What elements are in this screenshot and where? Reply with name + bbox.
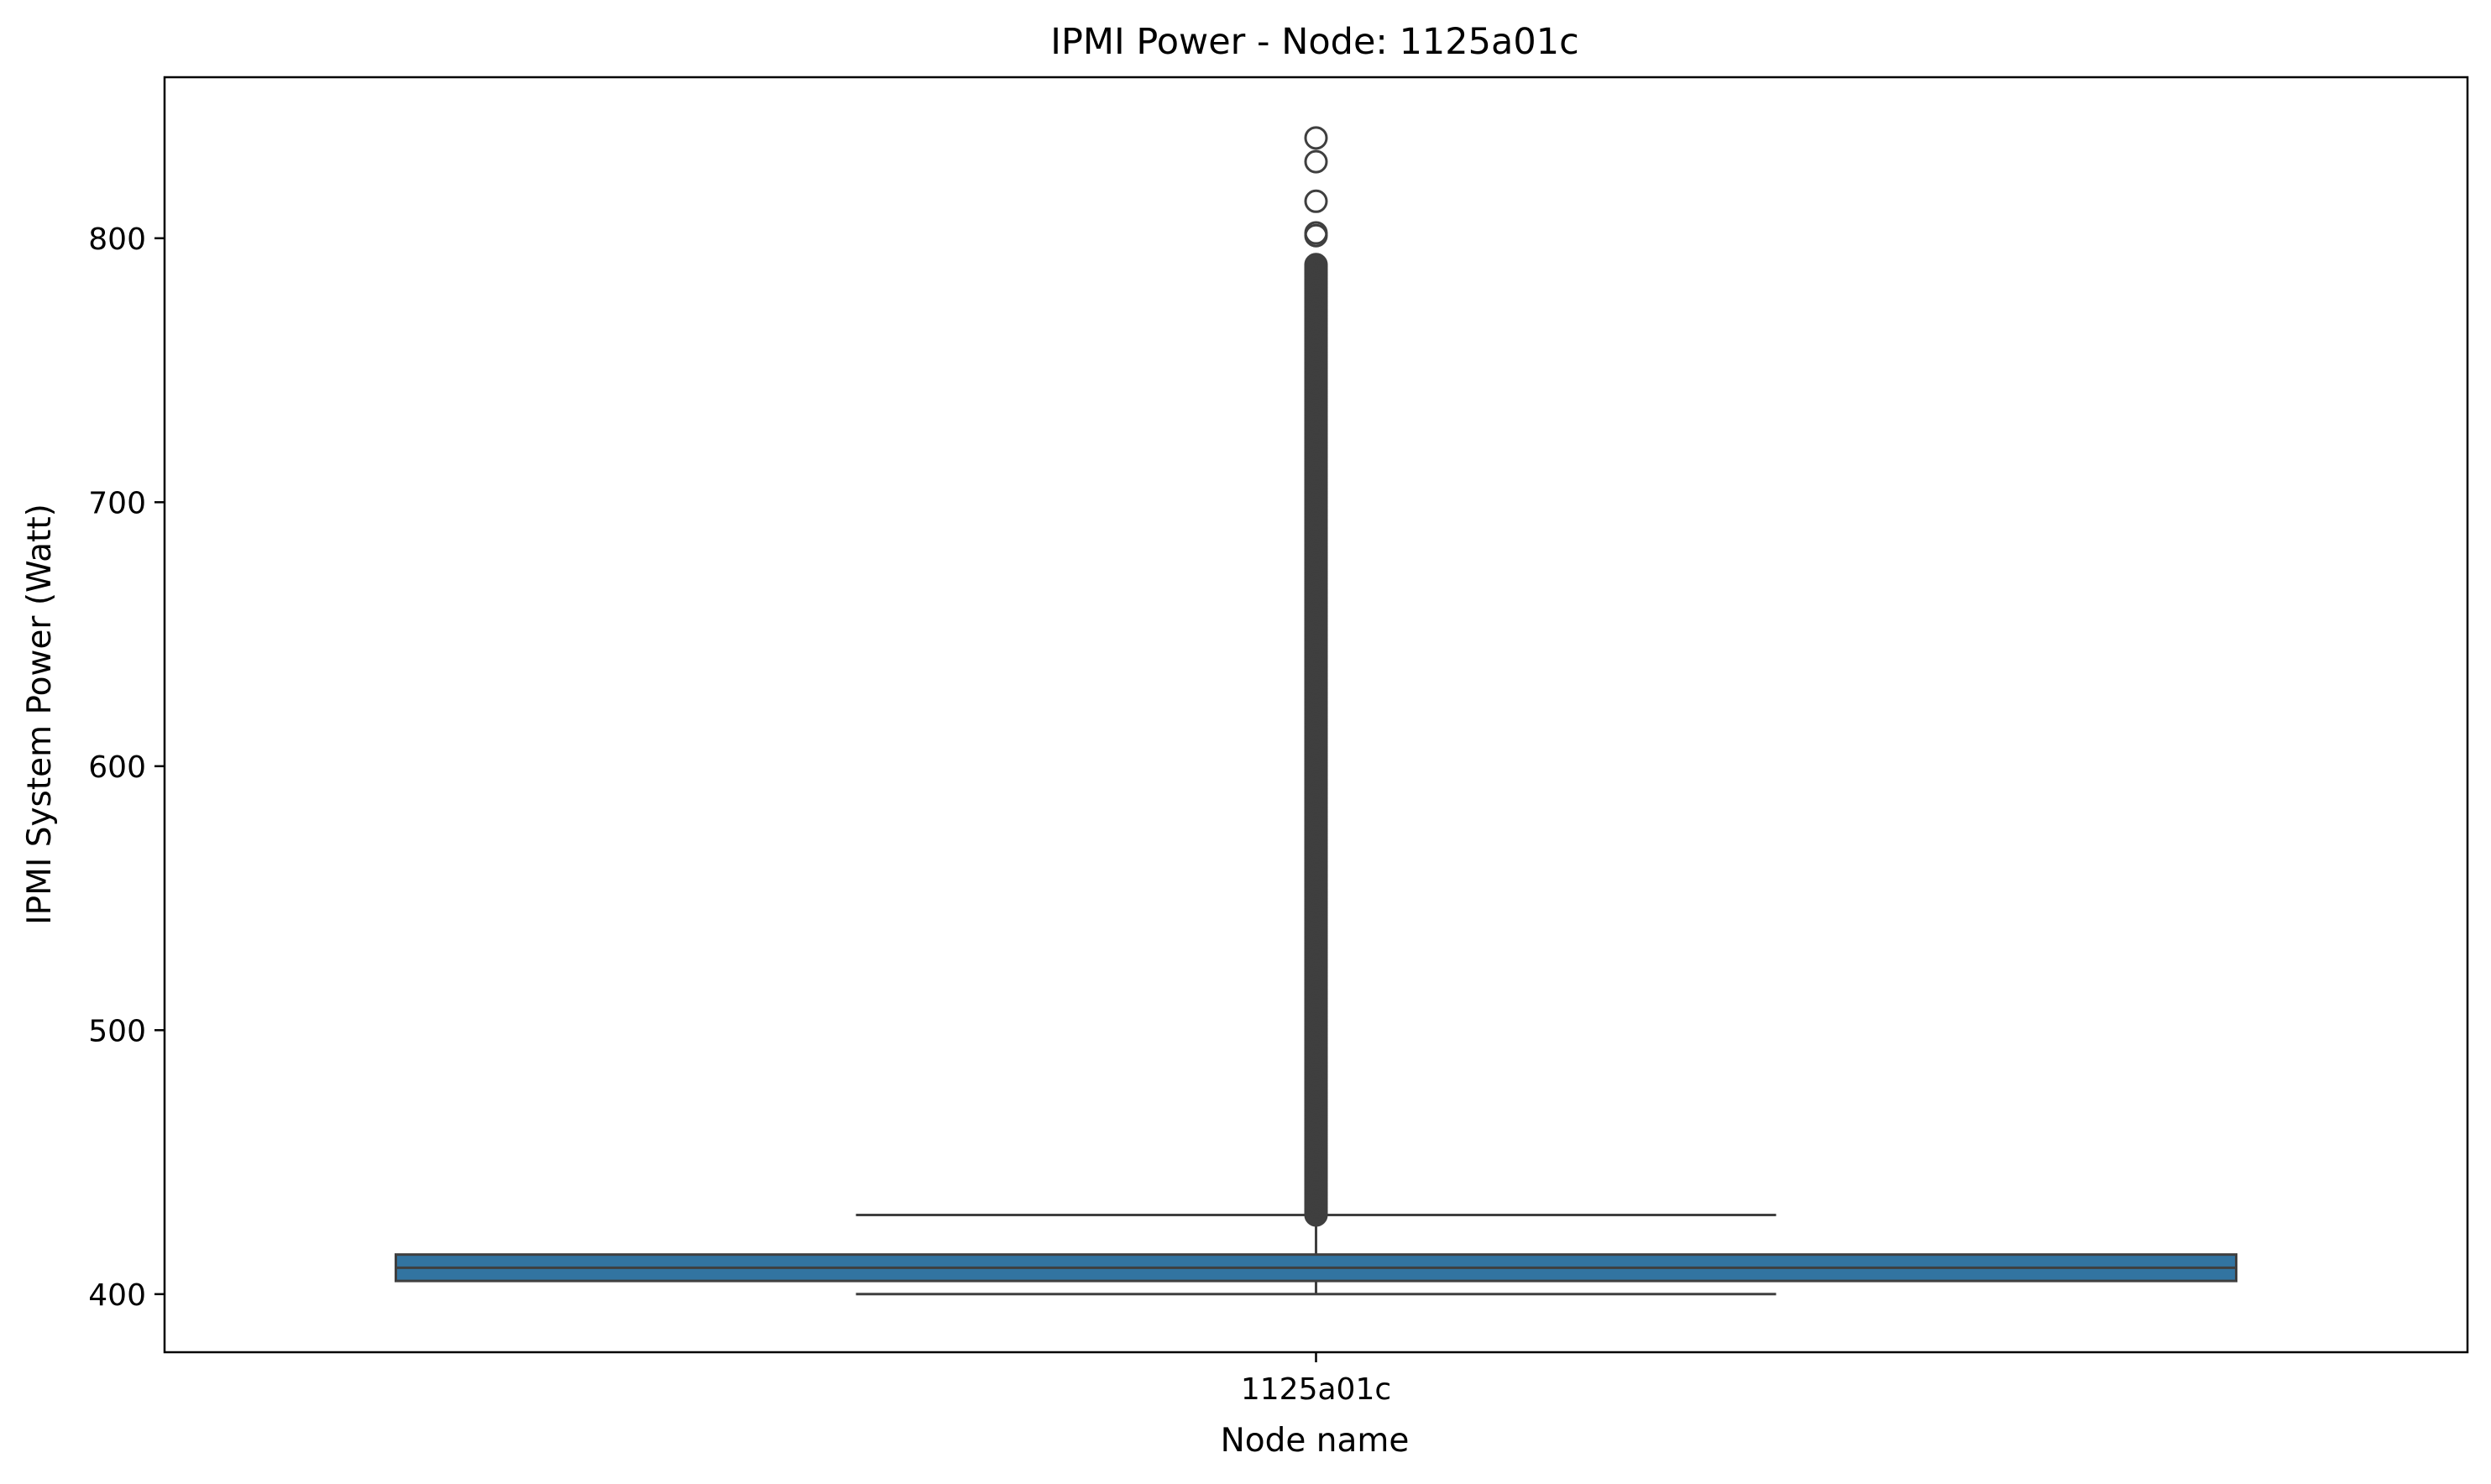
boxplot xyxy=(395,1213,2237,1296)
outlier-point xyxy=(1304,221,1328,245)
outlier-point xyxy=(1304,149,1328,174)
y-tick-label: 700 xyxy=(88,486,146,520)
outlier-point xyxy=(1304,253,1328,277)
y-tick-label: 800 xyxy=(88,222,146,257)
y-tick-label: 600 xyxy=(88,750,146,785)
x-tick-label: 1125a01c xyxy=(1241,1372,1391,1407)
x-axis: 1125a01c xyxy=(1241,1352,1391,1407)
chart-title: IPMI Power - Node: 1125a01c xyxy=(1050,21,1578,63)
outlier-points xyxy=(1304,126,1328,1227)
y-tick-label: 400 xyxy=(88,1278,146,1313)
outlier-point xyxy=(1304,189,1328,213)
outlier-point xyxy=(1304,126,1328,150)
y-axis-label: IPMI System Power (Watt) xyxy=(21,504,59,925)
x-axis-label: Node name xyxy=(1221,1422,1410,1460)
y-axis: 400 500 600 700 800 xyxy=(88,222,165,1313)
y-tick-label: 500 xyxy=(88,1014,146,1048)
